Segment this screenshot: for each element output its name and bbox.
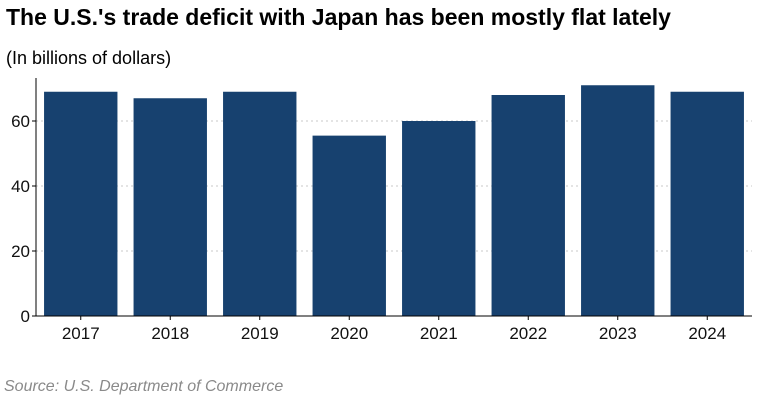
bar <box>44 91 118 316</box>
bars <box>44 85 744 316</box>
axes: 0 20 40 60 2017 2018 2019 2020 2021 2022 2023 2024 <box>11 78 752 343</box>
bar <box>133 98 207 316</box>
y-tick-label: 40 <box>11 177 30 196</box>
y-tick-label: 60 <box>11 112 30 131</box>
bar <box>312 135 386 316</box>
bar <box>670 91 744 316</box>
x-tick-label: 2021 <box>420 324 458 343</box>
x-tick-label: 2018 <box>151 324 189 343</box>
x-tick-label: 2023 <box>599 324 637 343</box>
x-tick-label: 2022 <box>509 324 547 343</box>
y-tick-label: 20 <box>11 242 30 261</box>
y-tick-label: 0 <box>21 307 30 326</box>
bar <box>491 95 565 316</box>
chart-title: The U.S.'s trade deficit with Japan has … <box>6 4 671 30</box>
source-note: Source: U.S. Department of Commerce <box>4 378 284 395</box>
x-tick-label: 2020 <box>330 324 368 343</box>
x-tick-label: 2017 <box>62 324 100 343</box>
bar <box>402 121 476 316</box>
x-tick-label: 2019 <box>241 324 279 343</box>
bar <box>581 85 655 316</box>
x-tick-label: 2024 <box>688 324 726 343</box>
bar <box>223 91 297 316</box>
chart-subtitle: (In billions of dollars) <box>6 48 172 68</box>
